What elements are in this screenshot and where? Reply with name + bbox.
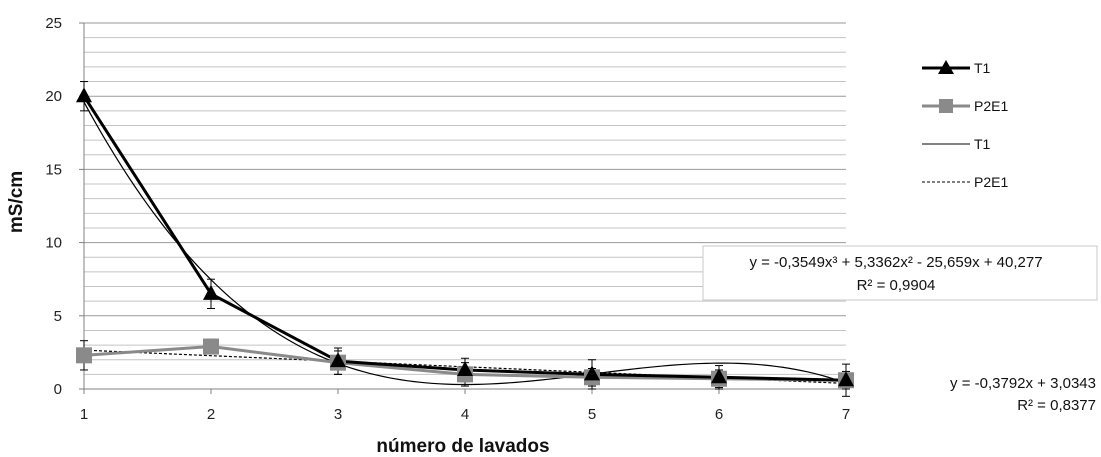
data-point-p2e1 [76, 347, 92, 364]
data-point-t1 [203, 284, 219, 300]
x-tick-label: 4 [461, 406, 469, 423]
trendline-equation-t1: y = -0,3549x³ + 5,3362x² - 25,659x + 40,… [702, 245, 1098, 301]
y-axis-title: mS/cm [6, 171, 27, 233]
x-tick-label: 3 [334, 406, 342, 423]
grid [84, 22, 846, 375]
legend-label: T1 [974, 60, 991, 76]
trendline-t1 [83, 101, 847, 386]
data-series [82, 95, 847, 382]
y-tick-label: 5 [54, 308, 62, 325]
x-tick-label: 1 [80, 406, 88, 423]
y-tick-label: 20 [45, 88, 62, 105]
x-tick-label: 7 [842, 406, 850, 423]
y-tick-label: 25 [45, 15, 62, 32]
data-point-t1 [711, 368, 727, 384]
legend-item-p2e1-trendline: P2E1 [922, 174, 1008, 190]
r-squared-text: R² = 0,9904 [857, 277, 936, 294]
legend-label: P2E1 [974, 174, 1008, 190]
legend-item-t1-data: T1 [922, 60, 991, 76]
legend-item-p2e1-data: P2E1 [922, 98, 1008, 114]
axes [83, 23, 846, 390]
equation-box [702, 245, 1098, 301]
triangle-marker-icon [938, 60, 954, 74]
legend-label: T1 [974, 136, 991, 152]
x-tick-label: 6 [715, 406, 723, 423]
y-tick-label: 15 [45, 161, 62, 178]
equation-text: y = -0,3792x + 3,0343 [950, 375, 1096, 392]
equation-text: y = -0,3549x³ + 5,3362x² - 25,659x + 40,… [749, 254, 1042, 271]
data-markers [76, 87, 854, 389]
r-squared-text: R² = 0,8377 [1017, 397, 1096, 414]
legend: T1 P2E1 T1 P2E1 [922, 60, 1008, 190]
square-marker-icon [939, 99, 953, 113]
data-point-t1 [457, 360, 473, 376]
data-point-t1 [584, 365, 600, 381]
series-line-t1 [82, 95, 847, 382]
tick-labels: 0 5 10 15 20 25 1 2 3 4 5 6 7 [45, 15, 850, 423]
data-point-t1 [838, 371, 854, 387]
x-axis-title: número de lavados [376, 436, 549, 457]
trendlines [83, 101, 847, 386]
x-tick-label: 2 [207, 406, 215, 423]
x-tick-label: 5 [588, 406, 596, 423]
data-point-t1 [76, 87, 92, 103]
data-point-t1 [330, 352, 346, 368]
y-tick-label: 10 [45, 235, 62, 252]
trendline-equation-p2e1: y = -0,3792x + 3,0343 R² = 0,8377 [950, 375, 1096, 414]
legend-label: P2E1 [974, 98, 1008, 114]
legend-item-t1-trendline: T1 [922, 136, 991, 152]
y-tick-label: 0 [54, 381, 62, 398]
data-point-p2e1 [203, 338, 219, 355]
